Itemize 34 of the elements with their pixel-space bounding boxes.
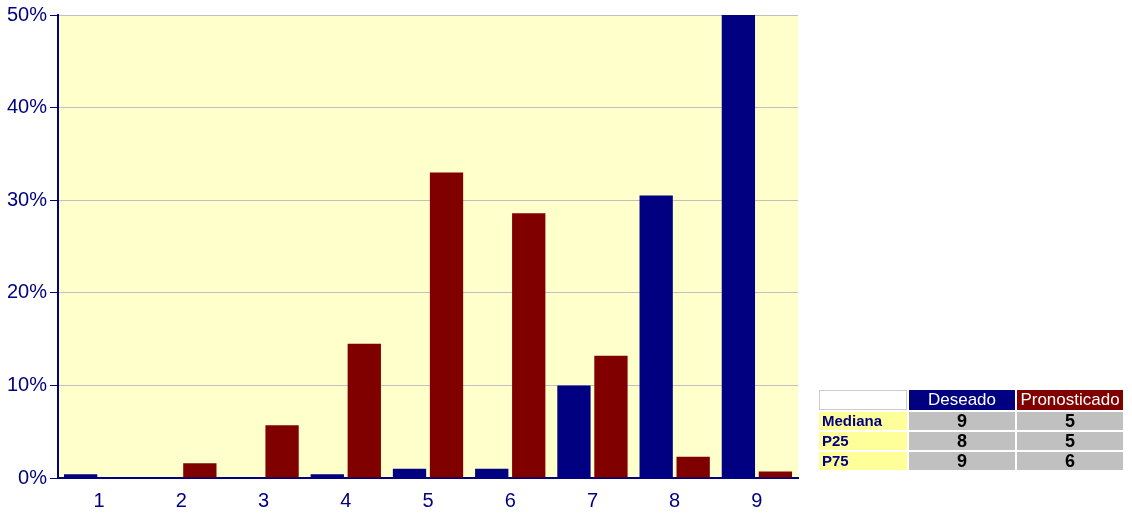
text: P25 — [819, 432, 907, 450]
y-tick-label: 0% — [18, 465, 48, 488]
text: Deseado — [909, 390, 1015, 410]
x-tick-label: 9 — [751, 488, 763, 511]
bar — [594, 355, 628, 478]
text: 8 — [909, 431, 1015, 451]
text: 5 — [1017, 411, 1123, 431]
bar — [758, 471, 793, 478]
bar — [183, 463, 217, 478]
text: P75 — [819, 452, 907, 470]
text: 9 — [909, 451, 1015, 471]
bar — [265, 425, 299, 478]
text: 9 — [909, 411, 1015, 431]
y-tick-label: 30% — [7, 187, 48, 210]
text: Pronosticado — [1017, 390, 1123, 410]
x-tick-label: 7 — [586, 488, 599, 511]
bar — [512, 213, 546, 478]
text: 6 — [1017, 451, 1123, 471]
x-tick-label: 6 — [504, 488, 516, 511]
x-tick-label: 3 — [258, 488, 270, 511]
x-tick-label: 8 — [669, 488, 681, 511]
x-tick-label: 2 — [175, 488, 187, 511]
text: Mediana — [819, 412, 907, 430]
y-tick-label: 20% — [7, 280, 48, 303]
bar — [429, 172, 464, 478]
y-tick-label: 50% — [7, 2, 48, 25]
x-tick-label: 1 — [93, 488, 105, 511]
text: 5 — [1017, 431, 1123, 451]
y-tick-label: 40% — [7, 95, 48, 118]
x-tick-label: 4 — [340, 488, 352, 511]
y-tick-label: 10% — [7, 372, 48, 395]
x-tick-label: 5 — [422, 488, 434, 511]
bar — [676, 456, 710, 478]
bar — [347, 343, 381, 478]
